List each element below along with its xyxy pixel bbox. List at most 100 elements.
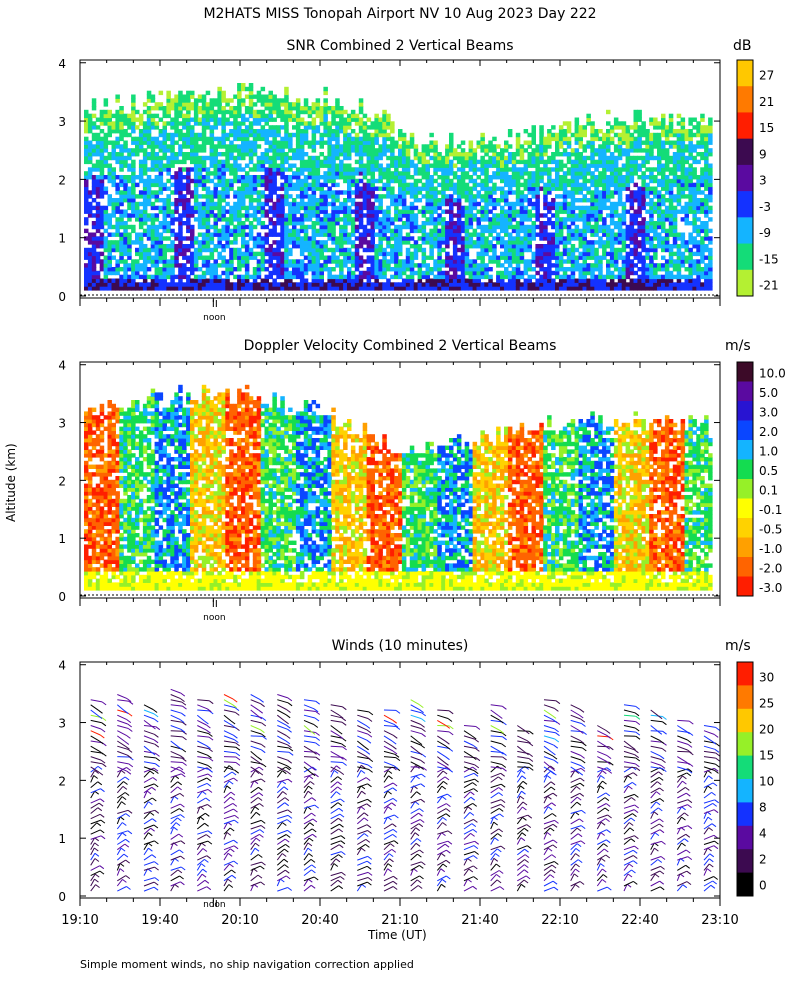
wind-barb <box>170 730 183 732</box>
wind-barb-feather <box>634 754 640 759</box>
xtick-label: 19:10 <box>61 913 98 928</box>
wind-barb <box>170 808 180 814</box>
wind-barb <box>197 719 207 726</box>
wind-barb-feather <box>366 824 372 829</box>
wind-barb-feather <box>153 783 159 788</box>
wind-barb-feather <box>257 874 263 879</box>
wind-barb <box>143 786 152 794</box>
wind-barb <box>357 766 369 770</box>
wind-barb <box>597 740 606 747</box>
wind-barb <box>543 854 553 861</box>
wind-barb-feather <box>628 785 633 790</box>
wind-barb-feather <box>100 728 106 733</box>
wind-barb-feather <box>122 879 127 883</box>
wind-barb <box>463 858 468 866</box>
wind-barb-feather <box>446 849 451 854</box>
wind-barb <box>250 803 260 809</box>
wind-barb <box>383 875 394 882</box>
wind-barb <box>356 817 365 825</box>
wind-barb <box>383 863 389 871</box>
wind-barb-feather <box>154 866 159 871</box>
wind-barb-feather <box>520 883 526 888</box>
wind-barb <box>516 806 523 814</box>
doppler-colorbar-swatch <box>737 479 753 499</box>
wind-barb <box>116 847 122 856</box>
wind-barb <box>650 725 659 732</box>
wind-barb-feather <box>311 869 316 874</box>
wind-barb <box>276 802 286 809</box>
wind-barb-feather <box>151 786 156 791</box>
wind-barb-feather <box>524 854 530 858</box>
wind-barb <box>543 740 554 746</box>
wind-barb <box>383 843 391 851</box>
wind-barb-feather <box>576 827 582 832</box>
wind-barb-feather <box>552 719 558 724</box>
wind-barb-feather <box>502 752 507 756</box>
wind-barb-feather <box>521 790 526 795</box>
wind-barb-feather <box>173 826 178 831</box>
wind-barb-feather <box>281 770 287 775</box>
wind-barb-feather <box>204 879 210 884</box>
wind-barb-feather <box>633 809 639 813</box>
wind-barb-feather <box>287 815 293 819</box>
wind-barb <box>197 777 208 783</box>
wind-barb-feather <box>287 778 293 783</box>
wind-barb-feather <box>310 884 316 889</box>
wind-barb <box>623 772 634 778</box>
wind-barb <box>143 797 153 804</box>
wind-barb-feather <box>368 769 373 773</box>
wind-barb-feather <box>312 766 317 771</box>
wind-barb-feather <box>600 821 606 826</box>
wind-barb <box>410 791 417 799</box>
wind-barb <box>356 847 362 856</box>
wind-barb-feather <box>445 808 451 812</box>
wind-barb-feather <box>177 786 182 791</box>
wind-barb-feather <box>414 801 420 805</box>
wind-barb <box>703 725 716 728</box>
wind-barb-feather <box>524 751 529 756</box>
wind-barb-feather <box>685 849 691 854</box>
wind-barb <box>330 714 342 719</box>
wind-barb-feather <box>207 789 213 793</box>
wind-barb-feather <box>392 787 398 792</box>
wind-barb-feather <box>125 875 131 879</box>
wind-barb <box>250 874 259 882</box>
wind-barb <box>596 879 603 887</box>
wind-barb-feather <box>602 780 607 785</box>
wind-barb <box>116 868 121 876</box>
xtick-label: 22:10 <box>541 913 578 928</box>
wind-barb <box>570 725 580 731</box>
wind-barb-feather <box>127 712 133 717</box>
wind-barb <box>276 853 283 861</box>
wind-barb-feather <box>420 861 426 866</box>
wind-barb-feather <box>149 770 155 775</box>
wind-barb-feather <box>607 814 612 819</box>
wind-barb <box>250 719 262 724</box>
wind-barb-feather <box>207 773 213 778</box>
wind-barb <box>116 704 125 712</box>
wind-barb <box>197 725 207 731</box>
wind-barb-feather <box>287 759 293 764</box>
wind-barb <box>543 874 551 882</box>
wind-barb <box>623 730 636 733</box>
wind-barb-feather <box>94 878 99 883</box>
wind-barb-feather <box>152 709 158 713</box>
snr-colorbar-swatch <box>737 86 753 113</box>
wind-barb-feather <box>206 729 211 734</box>
wind-barb <box>517 735 527 741</box>
wind-barb <box>463 855 474 861</box>
wind-barb-feather <box>311 766 316 771</box>
wind-barb <box>517 814 528 820</box>
wind-barb-feather <box>467 806 473 811</box>
wind-barb <box>597 854 607 861</box>
wind-barb <box>490 807 500 814</box>
wind-barb-feather <box>422 767 427 771</box>
wind-barb <box>250 829 261 835</box>
wind-profile <box>223 694 241 892</box>
wind-barb-feather <box>180 866 186 871</box>
wind-barb-feather <box>337 802 343 806</box>
wind-barb-feather <box>627 873 633 878</box>
wind-barb-feather <box>419 875 424 880</box>
wind-barb <box>223 791 232 799</box>
wind-barb-feather <box>342 762 347 766</box>
